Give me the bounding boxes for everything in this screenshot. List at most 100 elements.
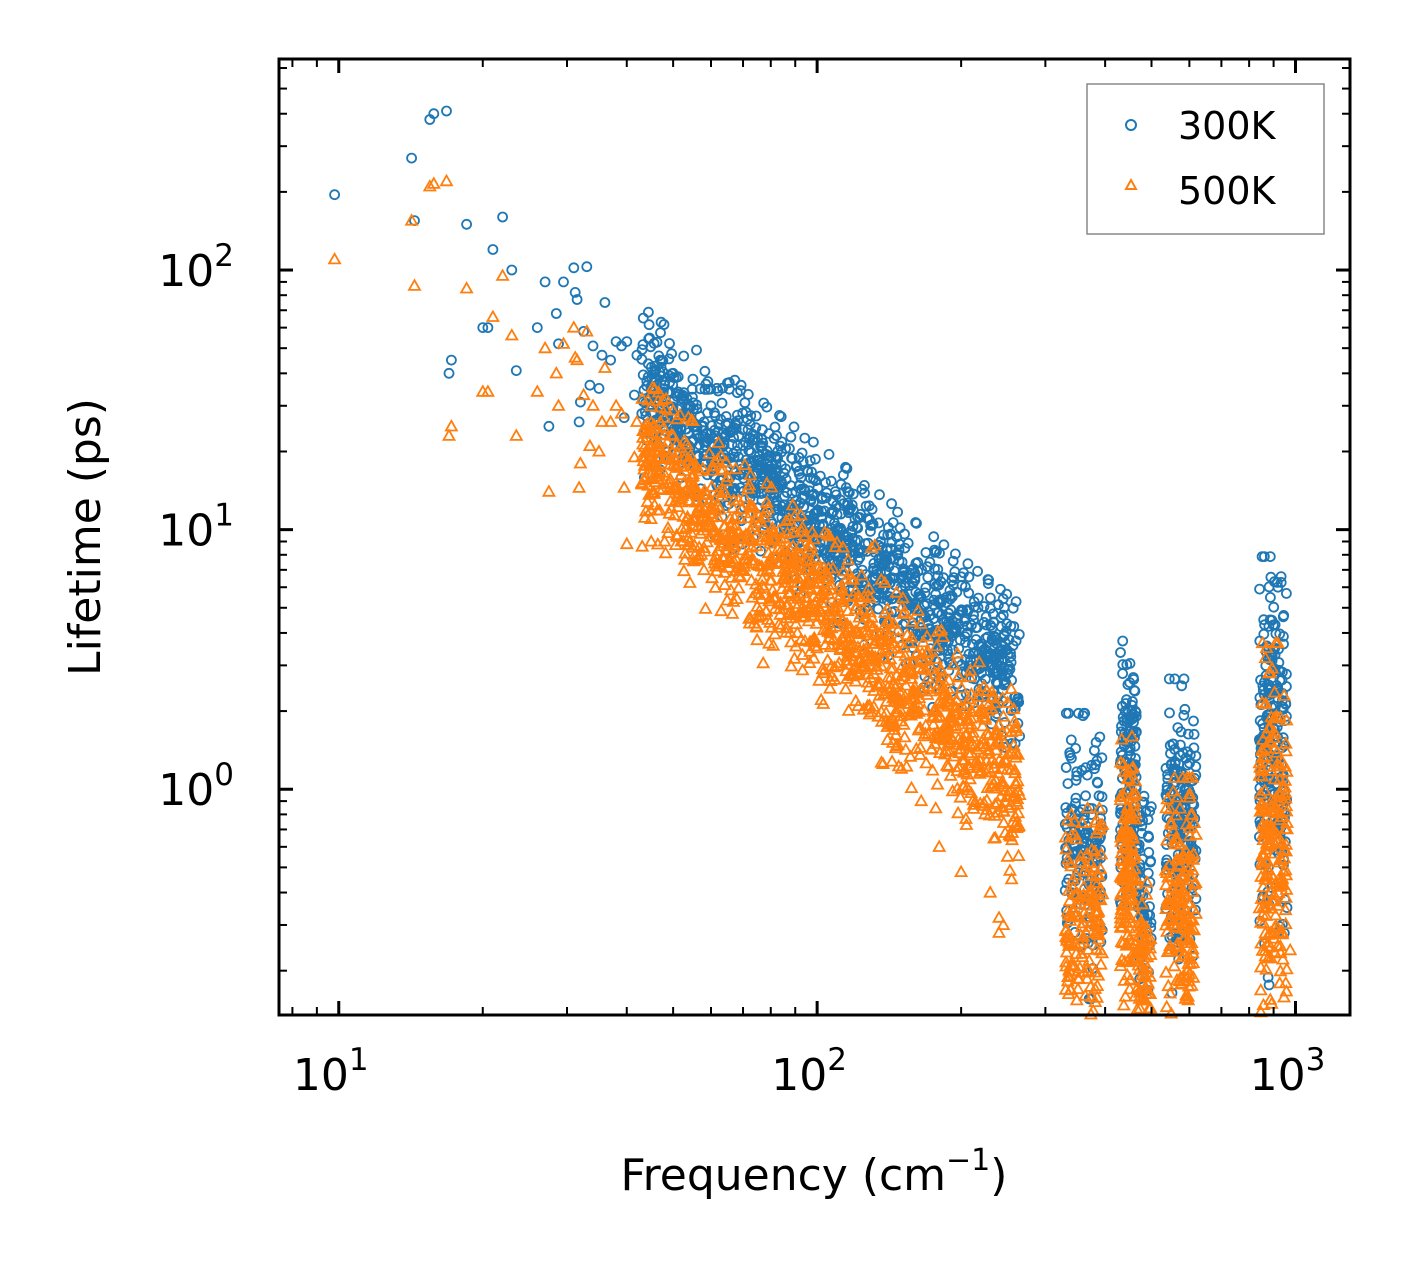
data-point-500k (1139, 887, 1154, 900)
data-point-300k (1116, 720, 1127, 732)
data-point-500k (928, 651, 943, 664)
data-point-500k (932, 839, 947, 852)
data-point-500k (643, 511, 659, 524)
data-point-500k (764, 480, 779, 493)
data-point-300k (1177, 747, 1189, 759)
data-point-500k (971, 757, 986, 770)
data-point-500k (774, 542, 789, 556)
data-point-500k (805, 524, 820, 538)
data-point-500k (1181, 962, 1196, 975)
data-point-500k (1059, 959, 1074, 972)
data-point-500k (775, 550, 790, 563)
data-point-300k (968, 601, 980, 613)
data-point-500k (930, 724, 945, 737)
data-point-500k (756, 655, 771, 669)
data-point-500k (634, 476, 649, 489)
data-point-500k (984, 778, 999, 792)
data-point-500k (597, 360, 612, 373)
data-point-500k (862, 604, 878, 618)
data-point-500k (733, 562, 748, 575)
data-point-300k (904, 598, 916, 610)
data-point-500k (836, 563, 851, 577)
data-point-500k (684, 484, 699, 498)
data-point-500k (806, 601, 821, 615)
data-point-300k (1001, 588, 1013, 600)
data-point-300k (718, 437, 730, 449)
data-point-500k (708, 530, 723, 543)
data-point-500k (822, 681, 838, 694)
data-point-500k (667, 508, 682, 521)
data-point-300k (694, 439, 705, 451)
data-point-500k (666, 428, 681, 441)
data-point-500k (666, 457, 681, 471)
data-point-500k (951, 759, 966, 773)
data-point-500k (1185, 941, 1200, 955)
data-point-300k (799, 432, 811, 444)
data-point-500k (1123, 883, 1138, 897)
data-point-500k (648, 433, 663, 446)
data-point-500k (1185, 884, 1200, 897)
data-point-500k (1159, 999, 1174, 1013)
data-point-500k (720, 469, 735, 483)
data-point-300k (605, 354, 616, 366)
data-point-500k (667, 451, 682, 465)
data-point-300k (1117, 635, 1129, 647)
data-point-500k (948, 706, 963, 719)
data-point-500k (660, 434, 675, 448)
data-point-300k (581, 261, 593, 273)
data-point-300k (713, 419, 725, 430)
data-point-500k (712, 554, 727, 567)
data-point-500k (651, 467, 666, 480)
data-point-500k (1279, 804, 1294, 817)
data-point-500k (1011, 805, 1026, 819)
data-point-300k (1121, 694, 1132, 706)
data-point-500k (964, 686, 979, 700)
data-point-500k (1255, 635, 1270, 649)
data-point-500k (1114, 885, 1129, 899)
data-point-300k (961, 604, 973, 616)
data-point-300k (874, 540, 885, 552)
data-point-500k (1188, 906, 1204, 919)
data-point-500k (1162, 944, 1177, 957)
data-point-300k (738, 472, 749, 484)
data-point-500k (989, 742, 1004, 756)
data-point-300k (720, 419, 732, 431)
data-point-500k (1120, 782, 1135, 795)
data-point-500k (1077, 905, 1092, 918)
data-point-500k (685, 468, 700, 482)
x-axis-label-end: ) (990, 1150, 1007, 1201)
data-point-300k (983, 574, 994, 586)
data-point-500k (637, 510, 652, 523)
data-point-500k (582, 438, 597, 452)
data-point-500k (876, 649, 891, 663)
data-point-300k (1263, 979, 1275, 991)
data-point-500k (678, 546, 693, 559)
data-point-500k (1186, 913, 1201, 926)
data-point-500k (733, 511, 748, 524)
data-point-500k (714, 603, 729, 617)
data-point-500k (1134, 896, 1149, 910)
data-point-500k (1267, 887, 1282, 901)
data-point-500k (692, 463, 707, 477)
data-point-500k (1278, 736, 1293, 749)
data-point-500k (640, 494, 655, 508)
data-point-500k (913, 616, 928, 629)
data-point-500k (1258, 872, 1273, 885)
data-point-500k (1011, 848, 1026, 861)
data-point-500k (759, 495, 774, 508)
data-point-500k (950, 781, 965, 794)
y-tick-label: 100 (158, 757, 234, 816)
data-point-500k (1067, 887, 1082, 900)
data-point-500k (1136, 961, 1151, 975)
data-point-500k (1267, 741, 1282, 754)
data-point-300k (808, 496, 819, 508)
data-point-500k (966, 801, 981, 814)
data-point-300k (937, 594, 948, 605)
data-point-500k (909, 741, 924, 754)
legend: 300K 500K (1086, 83, 1325, 235)
data-point-500k (777, 561, 792, 574)
data-point-500k (509, 428, 524, 441)
data-point-300k (587, 340, 599, 352)
data-point-500k (956, 779, 971, 792)
data-point-500k (888, 727, 903, 741)
